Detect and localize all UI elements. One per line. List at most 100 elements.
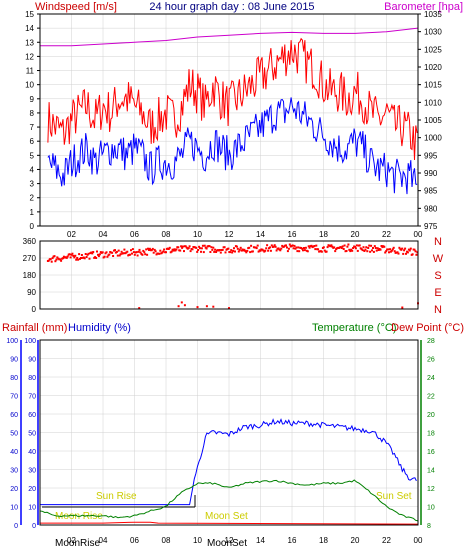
direction-point [296,250,299,253]
temperature-tick-label: 18 [427,431,435,438]
baro-tick-label: 995 [424,151,438,160]
climate-x-tick-label: 06 [130,536,139,545]
direction-degree-label: 0 [32,305,37,314]
direction-point [163,248,166,251]
direction-point [131,252,133,255]
humidity-tick-label: 30 [28,468,36,475]
humidity-tick-label: 50 [28,431,36,438]
baro-tick-label: 1035 [424,10,442,19]
direction-point [246,249,249,252]
direction-point [240,249,243,252]
direction-point [341,245,344,248]
direction-point [272,245,275,248]
direction-point [183,250,185,253]
wind-tick-label: 7 [30,123,35,132]
temperature-tick-label: 28 [427,338,435,345]
wind-tick-label: 3 [30,180,35,189]
humidity-tick-label: 80 [28,375,36,382]
direction-point [133,253,136,256]
direction-point [401,247,404,250]
wind-x-tick-label: 18 [319,230,328,239]
direction-point [251,250,254,253]
direction-point [340,247,343,249]
direction-point [182,245,184,248]
direction-point [95,257,98,259]
direction-point [112,255,115,257]
direction-point [390,249,393,252]
direction-point [397,252,400,255]
climate-x-tick-label: 08 [162,536,171,545]
direction-compass-label: S [434,270,441,282]
direction-point [151,247,154,250]
chart-title: 24 hour graph day : 08 June 2015 [149,1,314,13]
direction-point [326,246,329,249]
direction-outlier-point [183,304,186,307]
direction-point [277,247,280,250]
direction-point [414,250,417,253]
direction-point [115,250,118,253]
direction-point [150,249,153,252]
direction-point [292,247,295,250]
direction-point [415,253,418,256]
wind-x-ticks: 02 04 06 08 10 12 14 16 18 20 22 00 [67,230,423,239]
wind-x-tick-label: 04 [99,230,108,239]
direction-degree-label: 360 [23,237,37,246]
direction-point [54,260,57,263]
direction-point [191,248,194,251]
direction-point [116,254,119,257]
direction-point [346,245,349,248]
direction-point [333,246,336,249]
direction-point [55,258,58,261]
direction-point [234,250,236,253]
direction-point [159,249,162,252]
temperature-tick-label: 14 [427,468,435,475]
direction-point [135,251,138,254]
climate-x-tick-label: 12 [225,536,234,545]
direction-point [402,252,405,255]
temperature-tick-label: 12 [427,486,435,493]
direction-point [354,245,356,248]
humidity-tick-label: 90 [28,357,36,364]
direction-point [139,251,142,254]
direction-point [370,244,373,247]
temperature-tick-label: 24 [427,375,435,382]
direction-point [279,249,282,252]
direction-point [406,251,409,254]
direction-point [141,253,144,256]
rain-tick-label: 50 [10,431,18,438]
baro-axis-label: Barometer [hpa] [384,1,463,13]
direction-point [224,251,227,254]
direction-point [84,253,87,255]
rainfall-line [40,521,419,525]
baro-tick-label: 1015 [424,81,442,90]
direction-point [74,254,77,257]
direction-point [51,257,54,260]
moon-set-label: Moon Set [205,511,248,522]
direction-point [197,249,200,251]
direction-point [345,250,348,252]
rain-tick-label: 100 [6,338,18,345]
humidity-tick-label: 10 [28,505,36,512]
direction-outlier-point [138,307,141,310]
direction-point [314,248,317,251]
direction-point [362,246,365,249]
direction-point [325,250,328,253]
wind-line [47,97,418,195]
direction-point [152,251,155,254]
temperature-y-ticks: 8 10 12 14 16 18 20 22 24 26 28 [427,338,435,530]
direction-point [162,250,165,253]
direction-point [96,250,98,253]
baro-tick-label: 975 [424,222,438,231]
direction-point [208,245,211,248]
direction-degree-label: 90 [27,288,36,297]
wind-baro-series [40,27,419,195]
direction-outlier-point [177,305,180,308]
direction-point [257,250,260,253]
direction-point [130,249,132,252]
direction-point [49,258,52,261]
direction-compass-label: E [434,287,441,299]
direction-point [275,249,278,252]
direction-point [302,249,304,252]
direction-point [187,247,190,250]
